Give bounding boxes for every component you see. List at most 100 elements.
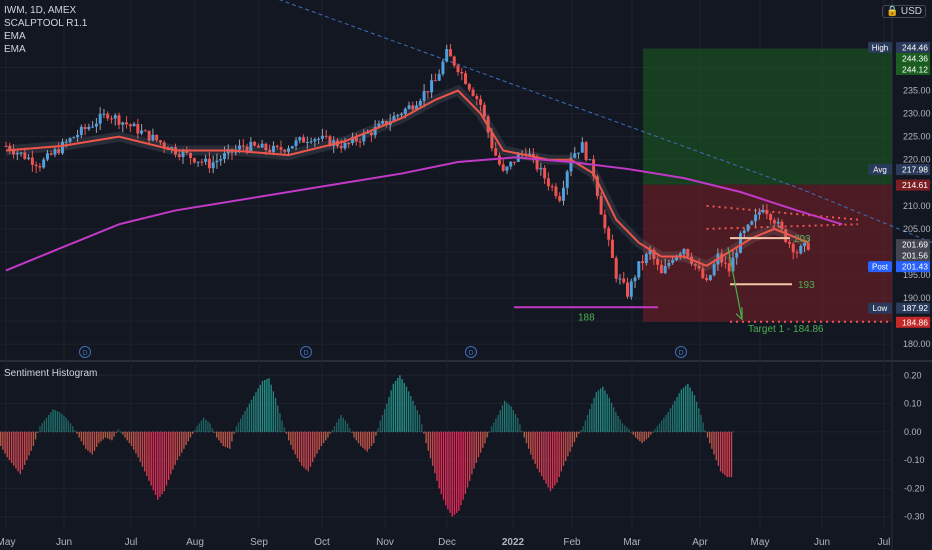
hist-bar: [458, 431, 460, 512]
hist-bar: [28, 431, 30, 456]
candle-body: [776, 221, 780, 224]
candle-body: [140, 130, 144, 134]
candle-body: [249, 141, 253, 151]
hist-bar: [246, 407, 248, 432]
candle-body: [746, 224, 750, 231]
long-zone: [643, 48, 892, 185]
hist-bar: [19, 431, 22, 475]
hist-bar: [517, 417, 519, 432]
histogram-title[interactable]: Sentiment Histogram: [4, 368, 98, 379]
time-tick-label: Feb: [563, 537, 581, 548]
ema-label-1[interactable]: EMA: [4, 31, 26, 42]
candle-body: [584, 142, 588, 160]
hist-bar: [471, 431, 473, 475]
candle-body: [109, 118, 113, 120]
hist-bar: [525, 431, 528, 444]
hist-bar: [628, 429, 630, 432]
dividend-icon: [465, 346, 477, 358]
price-marker-label: 184.86: [902, 317, 928, 327]
price-tag: [868, 41, 892, 53]
candle-body: [222, 153, 226, 160]
hist-bar: [547, 431, 549, 488]
hist-bar: [606, 394, 608, 432]
candle-body: [622, 278, 626, 283]
hist-bar: [482, 431, 484, 448]
hist-bar: [21, 431, 24, 470]
hist-bar: [82, 431, 85, 446]
candle-body: [569, 157, 573, 172]
hist-bar: [80, 431, 83, 442]
candle-body: [580, 142, 584, 153]
hist-bar: [115, 431, 118, 433]
hist-bar: [95, 431, 98, 447]
time-tick-label: May: [751, 537, 770, 548]
hist-bar: [285, 431, 288, 434]
candle-body: [317, 138, 321, 140]
hist-bar: [711, 431, 713, 449]
candle-body: [151, 134, 155, 141]
candle-body: [765, 209, 769, 215]
price-tick-label: 210.00: [903, 201, 931, 211]
hist-bar: [573, 431, 576, 443]
candle-body: [302, 137, 306, 143]
hist-bar: [340, 414, 342, 432]
candle-body: [53, 149, 57, 155]
risk-reward-zones: [643, 48, 892, 322]
hist-bar: [407, 391, 410, 432]
dividend-icon-label: D: [468, 350, 473, 357]
candle-body: [430, 80, 434, 93]
candle-body: [482, 104, 486, 117]
hist-bar: [621, 423, 624, 432]
candle-body: [192, 158, 196, 163]
ema-slow-line: [5, 156, 843, 272]
candle-body: [4, 145, 8, 147]
hist-bar: [689, 387, 691, 432]
indicator-label[interactable]: SCALPTOOL R1.1: [4, 18, 88, 29]
hist-bar: [17, 431, 19, 472]
hist-bar: [438, 431, 440, 489]
price-marker-label: 201.69: [902, 240, 928, 250]
price-marker: [896, 250, 930, 262]
price-marker-label: 214.61: [902, 180, 928, 190]
candle-body: [200, 161, 204, 163]
candle-body: [45, 153, 49, 160]
candle-body: [735, 252, 739, 258]
time-tick-label: Apr: [692, 537, 708, 548]
hist-bar: [52, 409, 54, 432]
candle-body: [106, 113, 110, 119]
hist-bar: [543, 431, 545, 480]
candle-body: [34, 164, 38, 167]
candle-body: [599, 195, 603, 215]
hist-bar: [248, 403, 251, 432]
candle-body: [132, 123, 136, 127]
candle-body: [723, 262, 727, 264]
candle-body: [196, 161, 200, 163]
hist-bar: [161, 431, 163, 495]
currency-selector[interactable]: 🔒 USD: [882, 5, 926, 18]
hist-bar: [414, 405, 416, 432]
hist-bar: [421, 424, 423, 432]
hist-bar: [538, 431, 541, 473]
symbol-label[interactable]: IWM, 1D, AMEX: [4, 5, 77, 16]
hist-bar: [394, 380, 397, 432]
candle-body: [38, 166, 42, 168]
target-label: Target 1 - 184.86: [748, 324, 824, 335]
hist-bar: [499, 410, 501, 432]
hist-bar: [117, 429, 120, 432]
hist-bar: [497, 414, 499, 432]
candle-body: [742, 230, 746, 234]
price-axis: 180.00185.00190.00195.00200.00205.00210.…: [868, 41, 931, 522]
hist-bar: [200, 420, 203, 432]
ema-label-2[interactable]: EMA: [4, 44, 26, 55]
hist-bar: [58, 412, 61, 432]
hist-bar: [652, 431, 654, 433]
hist-bar: [353, 431, 355, 438]
candle-body: [652, 249, 656, 260]
candle-body: [595, 176, 599, 196]
hist-bar: [98, 431, 100, 444]
hist-bar: [181, 431, 183, 453]
dividend-icon-label: D: [303, 350, 308, 357]
hist-bar: [506, 402, 508, 432]
candle-body: [708, 275, 712, 281]
